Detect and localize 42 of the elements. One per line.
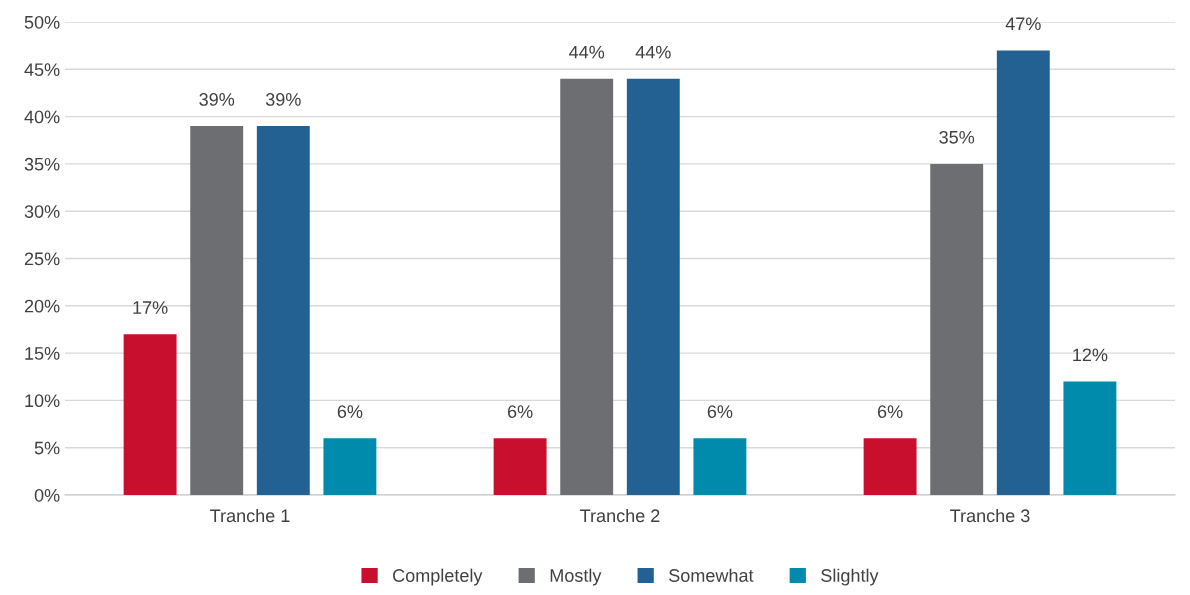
data-label: 35%: [939, 130, 975, 144]
y-tick-label: 40%: [24, 110, 60, 124]
bar: [693, 438, 747, 495]
data-label: 44%: [569, 45, 605, 59]
data-label: 17%: [133, 301, 168, 314]
bar: [256, 126, 310, 495]
y-tick-label: 20%: [24, 299, 60, 313]
bar: [323, 438, 377, 495]
y-tick-label: 35%: [24, 157, 60, 171]
data-label: 47%: [1005, 17, 1041, 31]
x-tick-label: Tranche 1: [210, 508, 290, 523]
bar: [123, 334, 177, 495]
data-label: 6%: [337, 405, 363, 418]
y-tick-label: 5%: [34, 441, 60, 455]
bar: [190, 126, 244, 495]
legend-label: Completely: [393, 568, 483, 586]
x-tick-label: Tranche 2: [580, 508, 660, 523]
y-tick-label: 30%: [24, 205, 60, 218]
bar: [493, 438, 547, 495]
data-label: 6%: [707, 405, 733, 418]
data-label: 39%: [265, 93, 301, 106]
y-tick-label: 50%: [24, 15, 60, 29]
y-tick-label: 10%: [25, 394, 60, 408]
bar: [626, 78, 680, 495]
x-tick-label: Tranche 3: [950, 508, 1030, 523]
bar: [863, 438, 917, 495]
bar: [930, 163, 984, 495]
legend-label: Somewhat: [669, 568, 754, 582]
data-label: 44%: [635, 45, 671, 59]
bar: [1063, 381, 1117, 495]
data-label: 12%: [1073, 348, 1108, 362]
legend-label: Slightly: [821, 568, 879, 586]
data-label: 39%: [199, 93, 235, 106]
legend-label: Mostly: [550, 568, 602, 586]
y-tick-label: 15%: [25, 347, 60, 360]
data-label: 6%: [877, 405, 903, 418]
y-tick-label: 25%: [24, 252, 60, 266]
bar: [996, 50, 1050, 495]
y-tick-label: 0%: [34, 488, 60, 502]
bar: [560, 78, 614, 495]
data-label: 6%: [507, 405, 533, 418]
y-tick-label: 45%: [24, 63, 60, 77]
